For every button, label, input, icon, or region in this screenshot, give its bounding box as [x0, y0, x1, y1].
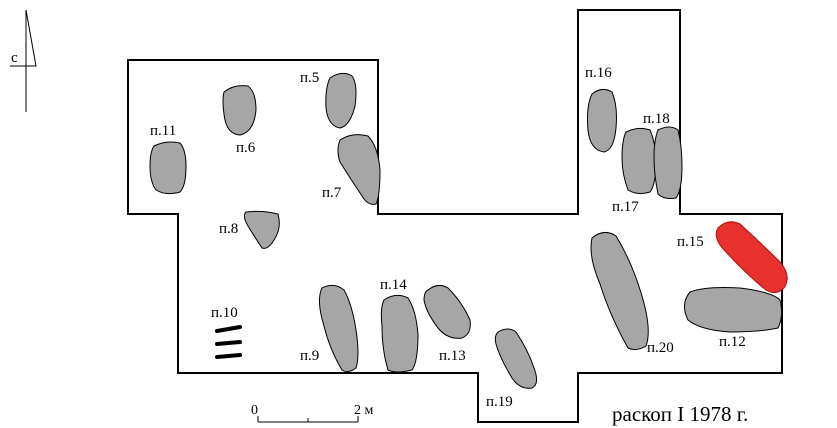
pit-11	[149, 141, 187, 195]
pit-19	[494, 328, 538, 389]
pit-label-13: п.13	[439, 348, 466, 364]
pit-5	[325, 72, 357, 129]
pit-17	[621, 127, 657, 195]
pit-label-11: п.11	[150, 123, 176, 139]
pit-label-7: п.7	[322, 185, 342, 201]
pit-label-6: п.6	[236, 140, 256, 156]
excavation-outline	[127, 9, 783, 423]
scale-bar: 0 2 м	[251, 403, 374, 423]
pit-10	[215, 325, 242, 359]
pit-20	[590, 232, 649, 351]
pit-7	[337, 134, 381, 205]
excavation-caption: раскоп I 1978 г.	[612, 402, 748, 426]
pit-label-9: п.9	[300, 348, 319, 364]
pit-label-19: п.19	[486, 394, 513, 410]
pit-label-20: п.20	[647, 340, 674, 356]
pit-label-5: п.5	[300, 70, 319, 86]
pit-9	[318, 284, 359, 373]
pit-label-16: п.16	[585, 65, 612, 81]
pit-13	[423, 284, 471, 339]
pit-15	[715, 221, 788, 294]
pit-label-18: п.18	[643, 111, 670, 127]
pit-label-15: п.15	[677, 234, 704, 250]
pit-label-8: п.8	[219, 221, 238, 237]
pit-18	[653, 126, 683, 199]
pit-6	[222, 85, 257, 136]
pit-label-17: п.17	[612, 199, 639, 215]
north-label: с	[11, 50, 18, 66]
scale-start-label: 0	[251, 403, 258, 418]
pit-14	[380, 294, 419, 373]
pit-8	[243, 210, 280, 249]
pit-label-14: п.14	[380, 277, 407, 293]
pit-label-10: п.10	[211, 305, 238, 321]
pit-16	[587, 88, 617, 153]
pit-12	[684, 287, 783, 333]
pit-label-12: п.12	[719, 334, 746, 350]
north-arrow: с	[10, 9, 37, 112]
scale-end-label: 2 м	[354, 403, 374, 418]
